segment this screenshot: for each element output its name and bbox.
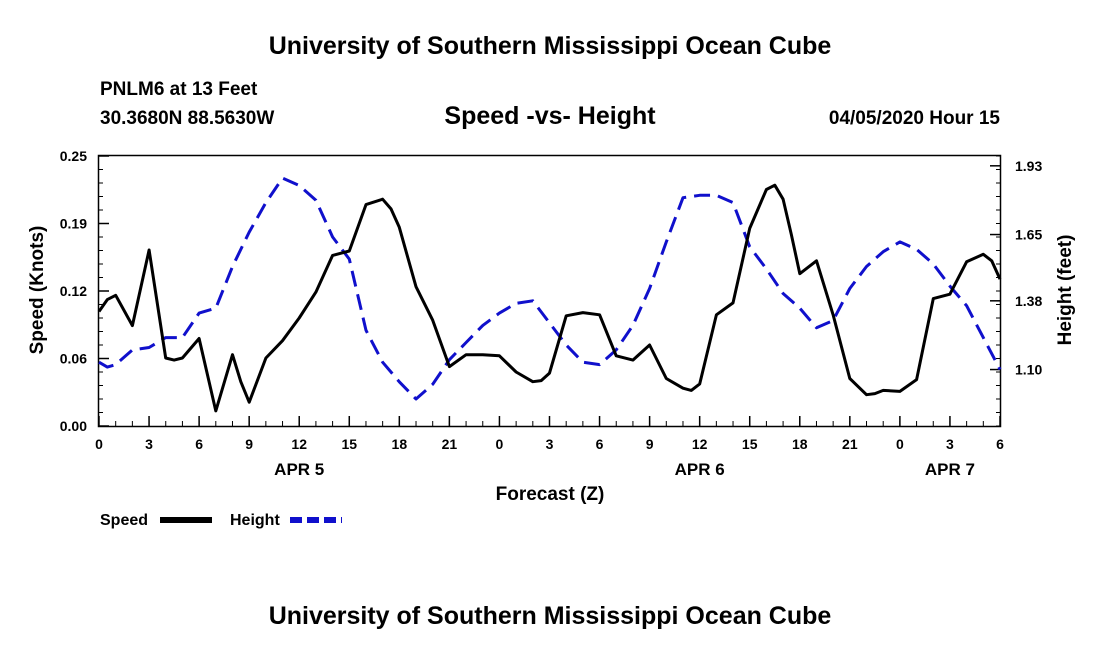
bottom-title: University of Southern Mississippi Ocean… <box>269 602 832 630</box>
date-labels: APR 5 APR 6 APR 7 <box>274 460 975 479</box>
speed-series-line <box>97 183 1002 413</box>
x-tick-label: 12 <box>692 436 708 452</box>
date-label: APR 6 <box>675 460 725 479</box>
x-axis-label: Forecast (Z) <box>496 484 605 505</box>
legend-speed-label: Speed <box>100 512 148 529</box>
x-tick-label: 15 <box>742 436 758 452</box>
left-tick-label: 0.06 <box>60 351 87 367</box>
x-tick-label: 0 <box>95 436 103 452</box>
x-tick-label: 3 <box>946 436 954 452</box>
right-tick-label: 1.10 <box>1015 362 1042 378</box>
chart-subtitle: Speed -vs- Height <box>444 102 656 130</box>
left-axis-ticks: 0.00 0.06 0.12 0.19 0.25 <box>60 148 109 434</box>
x-tick-label: 6 <box>996 436 1004 452</box>
plot-frame <box>97 154 1002 428</box>
coordinates-label: 30.3680N 88.5630W <box>100 108 274 129</box>
x-tick-label: 21 <box>442 436 458 452</box>
right-tick-label: 1.38 <box>1015 293 1042 309</box>
x-tick-label: 18 <box>392 436 408 452</box>
height-series-line <box>98 176 1002 401</box>
right-tick-label: 1.93 <box>1015 158 1042 174</box>
left-tick-label: 0.25 <box>60 148 87 164</box>
right-axis-ticks: 1.10 1.38 1.65 1.93 <box>990 158 1042 378</box>
x-tick-label: 0 <box>896 436 904 452</box>
x-tick-label: 6 <box>195 436 203 452</box>
x-tick-label: 3 <box>546 436 554 452</box>
forecast-date-label: 04/05/2020 Hour 15 <box>829 108 1001 129</box>
date-label: APR 5 <box>274 460 324 479</box>
x-tick-label: 6 <box>596 436 604 452</box>
x-tick-label: 3 <box>145 436 153 452</box>
x-axis-ticks: 0 3 6 9 12 15 18 21 0 3 6 9 12 15 18 21 0 3 6 <box>95 416 1004 452</box>
left-tick-label: 0.19 <box>60 216 87 232</box>
x-tick-label: 9 <box>646 436 654 452</box>
top-title: University of Southern Mississippi Ocean… <box>269 32 832 60</box>
x-tick-label: 15 <box>341 436 357 452</box>
legend: Speed Height <box>100 512 342 529</box>
left-tick-label: 0.00 <box>60 418 87 434</box>
x-tick-label: 0 <box>496 436 504 452</box>
x-tick-label: 12 <box>291 436 307 452</box>
left-axis-label: Speed (Knots) <box>27 226 48 355</box>
x-tick-label: 9 <box>245 436 253 452</box>
date-label: APR 7 <box>925 460 975 479</box>
right-tick-label: 1.65 <box>1015 227 1042 243</box>
left-tick-label: 0.12 <box>60 283 87 299</box>
x-tick-label: 18 <box>792 436 808 452</box>
right-axis-label: Height (feet) <box>1055 235 1076 346</box>
x-tick-label: 21 <box>842 436 858 452</box>
station-label: PNLM6 at 13 Feet <box>100 79 258 100</box>
minor-ticks <box>98 155 1001 427</box>
legend-height-label: Height <box>230 512 280 529</box>
